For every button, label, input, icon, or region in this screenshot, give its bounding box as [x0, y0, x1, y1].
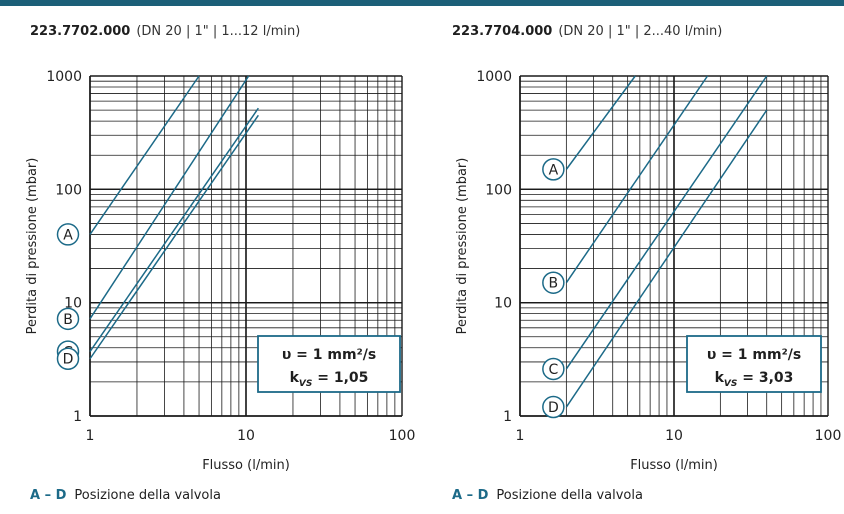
x-tick-label: 10: [237, 428, 255, 444]
valve-position-text: Posizione della valvola: [74, 488, 221, 503]
top-accent-bar: [0, 0, 844, 6]
y-tick-label: 100: [485, 182, 512, 198]
chart-subtitle: (DN 20 | 1" | 1...12 l/min): [136, 24, 301, 39]
y-axis-label: Perdita di pressione (mbar): [25, 158, 40, 335]
series-marker-a: [542, 158, 565, 181]
series-line-a: [89, 75, 200, 235]
viscosity-label: υ = 1 mm²/s: [282, 347, 376, 363]
valve-position-note: A – D Posizione della valvola: [30, 488, 221, 503]
series-line-c: [565, 75, 768, 370]
chart-title: 223.7702.000: [30, 24, 131, 39]
chart-header: 223.7702.000 (DN 20 | 1" | 1...12 l/min): [30, 24, 300, 39]
series-marker-d: [56, 347, 80, 370]
series-marker-label: D: [63, 352, 74, 368]
valve-range-label: A – D: [30, 488, 67, 503]
series-marker-label: B: [63, 312, 73, 328]
series-marker-d: [542, 395, 565, 419]
pressure-loss-chart: 1 10 100 1 10 100 1000 Flusso (l/min) Perdita di…: [455, 69, 842, 473]
valve-range-label: A – D: [452, 488, 489, 503]
y-tick-label: 1000: [476, 69, 512, 85]
series-line-d: [565, 109, 768, 408]
chart-header: 223.7704.000 (DN 20 | 1" | 2...40 l/min): [452, 24, 722, 39]
series-marker-label: B: [549, 276, 559, 292]
kvs-label: kVS = 3,03: [715, 370, 794, 389]
x-tick-label: 1: [86, 428, 95, 444]
y-tick-label: 10: [494, 296, 512, 312]
series-marker-label: C: [548, 362, 558, 378]
series-line-d: [89, 114, 259, 360]
chart-panel-right: 223.7704.000 (DN 20 | 1" | 2...40 l/min) …: [430, 6, 844, 514]
series-line-c: [89, 107, 259, 353]
valve-position-text: Posizione della valvola: [496, 488, 643, 503]
chart-subtitle: (DN 20 | 1" | 2...40 l/min): [558, 24, 723, 39]
series-marker-label: A: [63, 227, 73, 243]
series-marker-label: A: [549, 162, 559, 178]
chart-panel-left: 223.7702.000 (DN 20 | 1" | 1...12 l/min) …: [0, 6, 430, 514]
series-line-b: [89, 75, 250, 320]
valve-position-note: A – D Posizione della valvola: [452, 488, 643, 503]
series-marker-b: [56, 307, 80, 331]
x-tick-label: 10: [665, 428, 683, 444]
y-tick-label: 1: [503, 409, 512, 425]
x-tick-label: 1: [516, 428, 525, 444]
series-marker-b: [542, 271, 565, 294]
y-tick-label: 100: [55, 182, 82, 198]
x-tick-label: 100: [389, 428, 416, 444]
viscosity-label: υ = 1 mm²/s: [707, 347, 801, 363]
series-marker-a: [56, 223, 80, 246]
series-marker-label: D: [548, 400, 559, 416]
y-tick-label: 1: [73, 409, 82, 425]
x-axis-label: Flusso (l/min): [630, 458, 718, 473]
x-axis-label: Flusso (l/min): [202, 458, 290, 473]
chart-title: 223.7704.000: [452, 24, 553, 39]
x-tick-label: 100: [815, 428, 842, 444]
info-box: [686, 335, 822, 393]
info-box: [257, 335, 401, 393]
series-marker-c: [542, 357, 565, 381]
kvs-label: kVS = 1,05: [290, 370, 369, 389]
series-line-b: [565, 75, 709, 284]
y-axis-label: Perdita di pressione (mbar): [455, 158, 470, 335]
series-line-a: [565, 75, 636, 170]
y-tick-label: 1000: [46, 69, 82, 85]
